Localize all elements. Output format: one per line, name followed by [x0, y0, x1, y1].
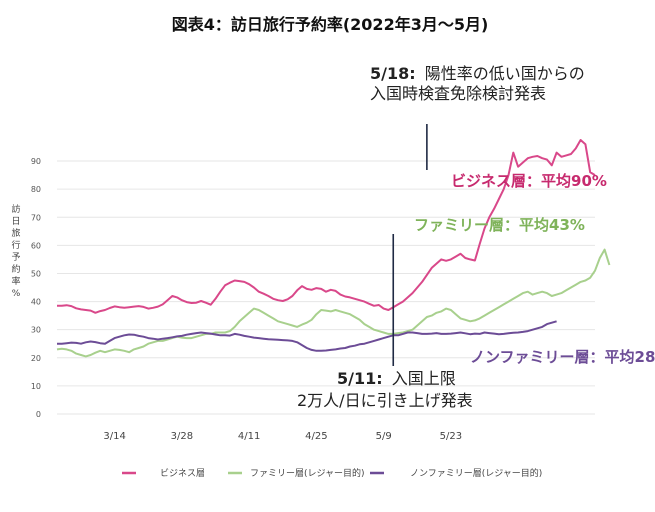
label-nonfamily-text: ノンファミリー層：平均28%: [470, 348, 655, 366]
y-label-char-2: 旅: [11, 227, 20, 239]
gridlines: [57, 160, 595, 415]
y-tick-40: 40: [31, 298, 41, 307]
label-family: ファミリー層：平均43%: [414, 216, 585, 234]
y-label-char-5: 約: [11, 263, 20, 275]
annotation-0511-text2: 2万人/日に引き上げ発表: [297, 391, 473, 410]
legend-label-family: ファミリー層(レジャー目的): [250, 467, 365, 479]
chart-title: 図表4：訪日旅行予約率(2022年3月～5月): [172, 15, 489, 34]
annotation-0518-text1: 陽性率の低い国からの: [425, 64, 585, 83]
x-tick-5/23: 5/23: [440, 431, 462, 442]
y-tick-30: 30: [31, 326, 41, 335]
y-label-char-0: 訪: [11, 203, 20, 215]
x-tick-5/9: 5/9: [376, 431, 392, 442]
x-axis-ticks: 3/14 3/28 4/11 4/25 5/9 5/23: [103, 431, 462, 442]
y-tick-10: 10: [31, 382, 41, 391]
y-tick-0: 0: [36, 410, 41, 419]
y-label-char-3: 行: [11, 239, 20, 251]
x-tick-4/11: 4/11: [238, 431, 260, 442]
series-line-0: [57, 139, 596, 314]
annotation-0518-text2: 入国時検査免除検討発表: [370, 84, 546, 103]
annotation-0518-date: 5/18:: [370, 64, 416, 83]
y-tick-50: 50: [31, 269, 41, 278]
annotation-0511-text1: 入国上限: [392, 369, 456, 388]
y-tick-60: 60: [31, 241, 41, 250]
label-nonfamily: ノンファミリー層：平均28%: [470, 348, 655, 366]
annotation-0511-line1: 5/11: 入国上限: [337, 369, 456, 388]
y-label-char-1: 日: [11, 216, 20, 227]
y-axis-ticks: 0 10 20 30 40 50 60 70 80 90: [31, 157, 41, 419]
y-tick-90: 90: [31, 157, 41, 166]
y-label-char-4: 予: [11, 252, 20, 263]
y-axis-label: 訪日旅行予約率%: [11, 203, 20, 299]
legend: ビジネス層 ファミリー層(レジャー目的) ノンファミリー層(レジャー目的): [122, 467, 542, 479]
y-tick-70: 70: [31, 213, 41, 222]
series-line-1: [56, 248, 611, 358]
series-lines: [56, 139, 611, 358]
label-business: ビジネス層：平均90%: [451, 172, 607, 190]
x-tick-4/25: 4/25: [305, 431, 327, 442]
annotation-0511-date: 5/11:: [337, 369, 383, 388]
legend-label-nonfamily: ノンファミリー層(レジャー目的): [410, 467, 542, 479]
series-line-2: [57, 320, 557, 352]
y-label-char-6: 率: [11, 275, 20, 287]
annotation-0518-line1: 5/18: 陽性率の低い国からの: [370, 64, 585, 83]
y-label-char-7: %: [12, 289, 21, 299]
y-tick-80: 80: [31, 185, 41, 194]
legend-label-business: ビジネス層: [160, 468, 205, 479]
x-tick-3/14: 3/14: [103, 431, 125, 442]
x-tick-3/28: 3/28: [171, 431, 193, 442]
y-tick-20: 20: [31, 354, 41, 363]
event-markers: [392, 124, 428, 366]
